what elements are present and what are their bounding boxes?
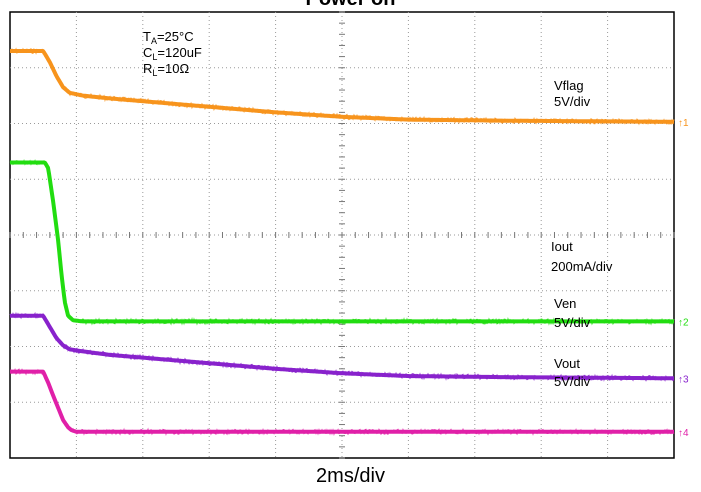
- channel-marker-1: ↑1: [678, 118, 689, 129]
- channel-marker-2: ↑2: [678, 317, 689, 328]
- series-scale-vout: 5V/div: [554, 374, 591, 389]
- channel-markers: ↑1 ↑2 ↑3 ↑4: [678, 118, 689, 439]
- trace-noise-vout: [10, 367, 675, 437]
- condition-line: TA=25°C: [143, 29, 194, 46]
- channel-marker-3: ↑3: [678, 374, 689, 385]
- condition-line: RL=10Ω: [143, 61, 189, 78]
- series-name-iout: Iout: [551, 239, 573, 254]
- grid: [9, 11, 675, 459]
- condition-line: CL=120uF: [143, 45, 202, 62]
- trace-noise-vflag: [9, 47, 675, 126]
- traces: [9, 47, 675, 437]
- trace-noise-ven: [9, 311, 675, 382]
- series-labels: Vflag5V/divIout200mA/divVen5V/divVout5V/…: [551, 78, 613, 389]
- channel-marker-4: ↑4: [678, 428, 689, 439]
- series-name-ven: Ven: [554, 296, 576, 311]
- series-scale-vflag: 5V/div: [554, 94, 591, 109]
- series-name-vout: Vout: [554, 356, 580, 371]
- series-scale-iout: 200mA/div: [551, 259, 613, 274]
- trace-noise-iout: [9, 159, 675, 326]
- series-scale-ven: 5V/div: [554, 315, 591, 330]
- series-name-vflag: Vflag: [554, 78, 584, 93]
- x-axis-label: 2ms/div: [316, 465, 385, 487]
- chart-title: Power on: [0, 0, 701, 10]
